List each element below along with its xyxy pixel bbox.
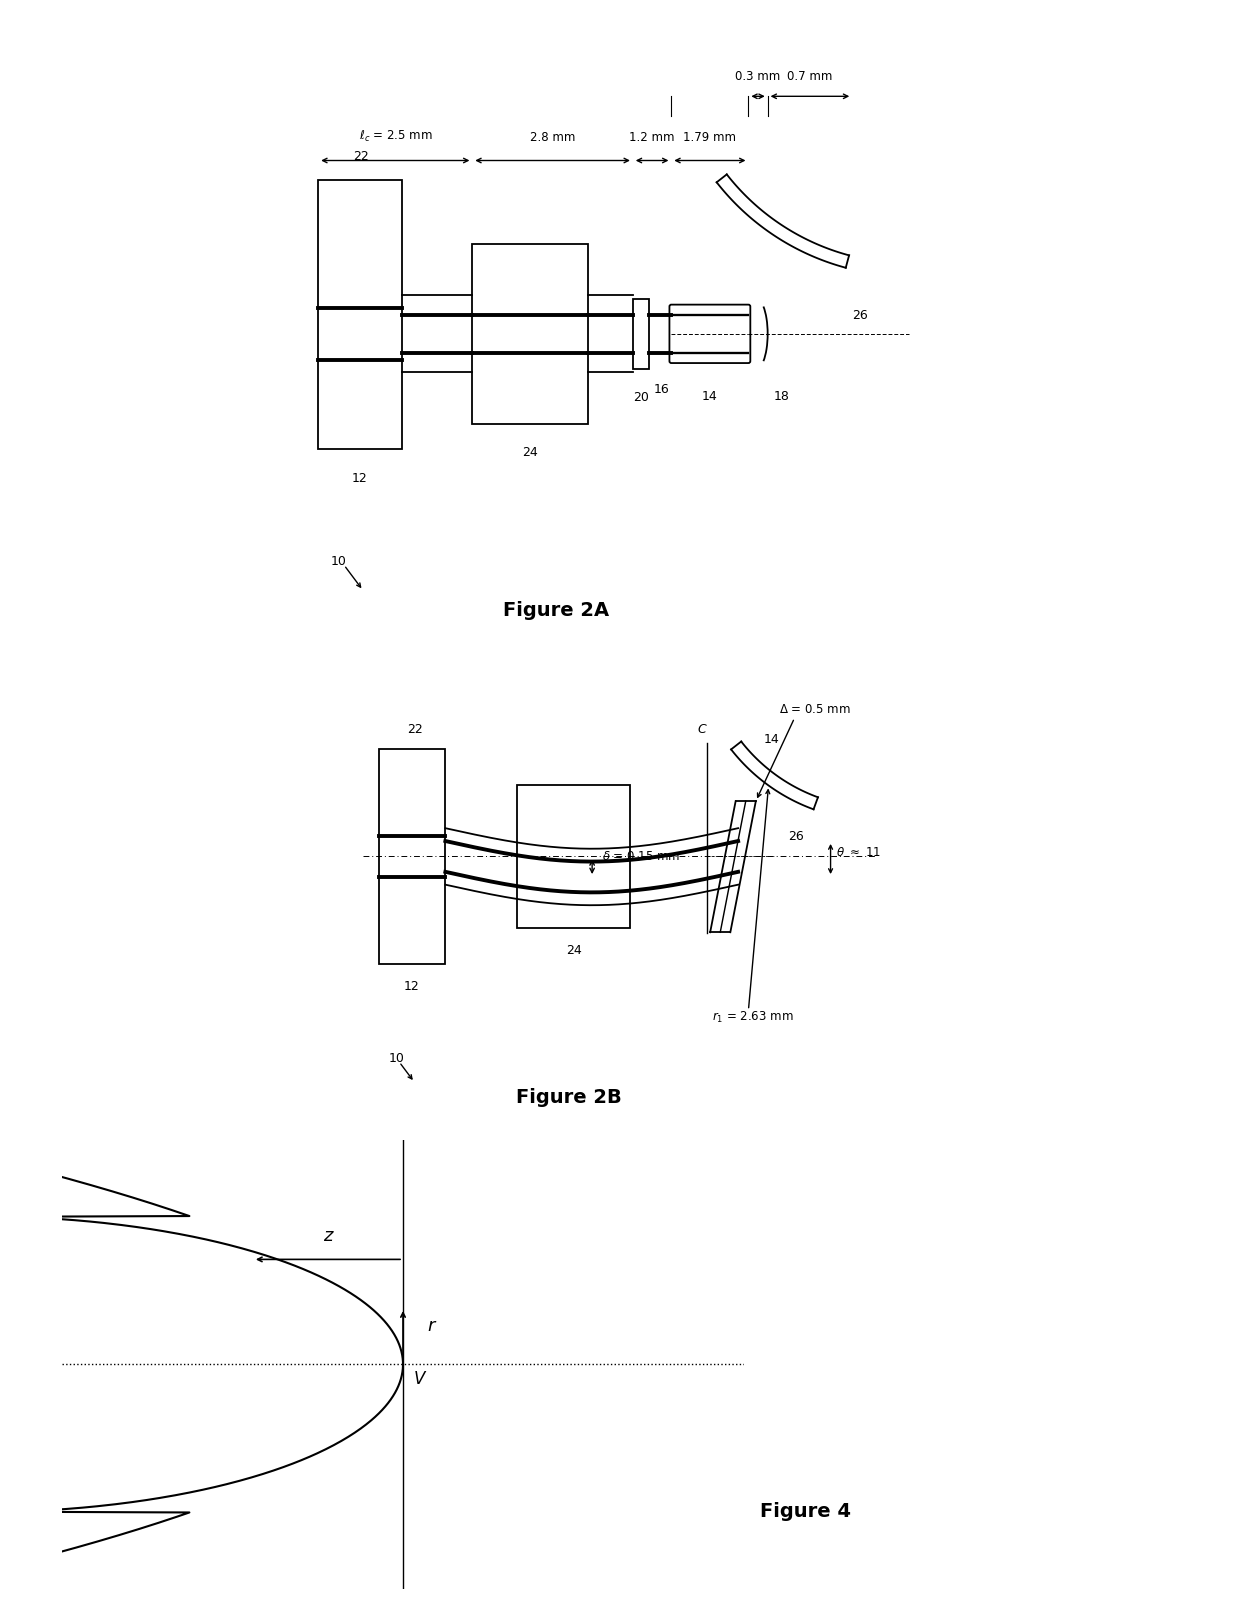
Text: 26: 26 [852, 310, 868, 323]
Text: 14: 14 [764, 733, 780, 746]
Text: 12: 12 [352, 472, 368, 485]
Text: 22: 22 [353, 151, 370, 164]
Text: 26: 26 [787, 830, 804, 843]
Bar [517, 785, 630, 928]
Text: r: r [427, 1316, 434, 1334]
Text: 1.79 mm: 1.79 mm [683, 132, 737, 144]
Text: 0.7 mm: 0.7 mm [787, 71, 832, 83]
Text: 24: 24 [565, 944, 582, 957]
Text: 20: 20 [632, 392, 649, 404]
Text: 16: 16 [653, 384, 670, 396]
Text: 18: 18 [774, 390, 790, 403]
Text: z: z [324, 1226, 332, 1244]
Bar [472, 244, 588, 424]
Text: Figure 2A: Figure 2A [502, 602, 609, 620]
Text: Figure 4: Figure 4 [760, 1502, 852, 1520]
Text: $r_1$ = 2.63 mm: $r_1$ = 2.63 mm [713, 1010, 794, 1026]
Text: $\ell_c$ = 2.5 mm: $\ell_c$ = 2.5 mm [358, 130, 432, 144]
Text: 24: 24 [522, 446, 538, 459]
Text: $\Delta$ = 0.5 mm: $\Delta$ = 0.5 mm [779, 703, 851, 716]
Text: 0.3 mm: 0.3 mm [735, 71, 781, 83]
Bar [378, 748, 445, 965]
Text: 10: 10 [389, 1051, 404, 1064]
Text: C: C [698, 724, 707, 737]
Bar [632, 299, 649, 369]
Text: 10: 10 [331, 555, 347, 568]
Text: 22: 22 [407, 724, 423, 737]
Text: V: V [413, 1369, 424, 1388]
Text: $\theta$ $\approx$ 11: $\theta$ $\approx$ 11 [836, 846, 880, 859]
Text: 12: 12 [404, 981, 420, 993]
Text: $\delta$ = 0.15 mm: $\delta$ = 0.15 mm [603, 851, 681, 863]
Text: 2.8 mm: 2.8 mm [529, 132, 575, 144]
Text: 1.2 mm: 1.2 mm [630, 132, 675, 144]
Text: Figure 2B: Figure 2B [516, 1088, 621, 1107]
Text: 14: 14 [702, 390, 718, 403]
Bar [319, 180, 402, 449]
